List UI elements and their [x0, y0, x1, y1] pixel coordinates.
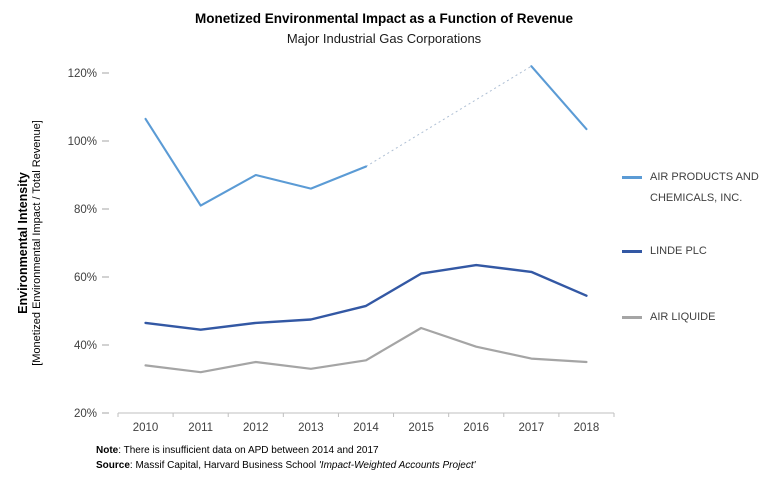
legend-swatch	[622, 250, 642, 253]
source-label: Source	[96, 459, 130, 471]
x-tick-label: 2015	[408, 422, 434, 434]
legend-item: AIR PRODUCTS AND CHEMICALS, INC.	[622, 167, 762, 210]
source-project: 'Impact-Weighted Accounts Project'	[318, 459, 476, 471]
legend-swatch	[622, 316, 642, 319]
series-gap-connector	[365, 65, 532, 167]
x-tick-label: 2010	[133, 422, 159, 434]
legend-item: LINDE PLC	[622, 241, 707, 262]
x-tick-label: 2012	[243, 422, 269, 434]
x-tick-label: 2017	[519, 422, 545, 434]
source-text: : Massif Capital, Harvard Business Schoo…	[129, 459, 319, 471]
y-tick-label: 20%	[74, 408, 97, 420]
x-tick-label: 2014	[353, 422, 379, 434]
chart-title: Monetized Environmental Impact as a Func…	[194, 11, 574, 26]
source-line: Source: Massif Capital, Harvard Business…	[96, 459, 476, 474]
x-tick-label: 2016	[463, 422, 489, 434]
x-tick-label: 2013	[298, 422, 324, 434]
note-text: : There is insufficient data on APD betw…	[118, 445, 379, 456]
y-tick-label: 40%	[74, 340, 97, 352]
legend-item: AIR LIQUIDE	[622, 307, 715, 328]
legend: AIR PRODUCTS AND CHEMICALS, INC. LINDE PL…	[622, 0, 768, 488]
series-line	[144, 263, 588, 331]
y-tick-label: 120%	[68, 68, 97, 80]
y-tick-label: 60%	[74, 272, 97, 284]
note-label: Note	[96, 445, 119, 456]
y-tick-label: 100%	[68, 136, 97, 148]
footnotes: Note: There is insufficient data on APD …	[96, 444, 476, 473]
y-tick-label: 80%	[74, 204, 97, 216]
chart-subtitle: Major Industrial Gas Corporations	[286, 31, 482, 46]
note-line: Note: There is insufficient data on APD …	[96, 444, 476, 459]
legend-label: AIR LIQUIDE	[650, 311, 716, 323]
x-tick-label: 2018	[574, 422, 600, 434]
x-tick-label: 2011	[188, 422, 213, 434]
legend-label: LINDE PLC	[650, 245, 707, 257]
legend-label: AIR PRODUCTS AND CHEMICALS, INC.	[650, 171, 759, 205]
series-line	[530, 65, 588, 131]
series-line	[144, 326, 588, 374]
legend-swatch	[622, 176, 642, 179]
series-line	[144, 117, 368, 207]
